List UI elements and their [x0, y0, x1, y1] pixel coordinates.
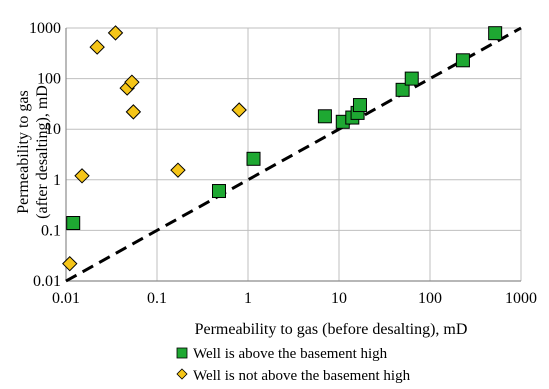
- data-point-not-above-basement: [124, 74, 140, 90]
- legend-marker-above-basement: [176, 347, 188, 359]
- data-point-above-basement: [404, 71, 419, 86]
- x-tick-label: 10: [331, 290, 347, 307]
- legend-label-above-basement: Well is above the basement high: [193, 346, 388, 362]
- data-point-above-basement: [211, 184, 226, 199]
- legend-label-not-above-basement: Well is not above the basement high: [193, 368, 411, 384]
- reference-line-layer: [65, 26, 522, 283]
- data-point-above-basement: [317, 109, 332, 124]
- y-tick-label: 1: [53, 172, 61, 189]
- data-point-not-above-basement: [74, 168, 90, 184]
- data-point-not-above-basement: [89, 39, 105, 55]
- axis-titles-layer: Permeability to gas (before desalting), …: [15, 85, 467, 338]
- x-tick-label: 0.01: [52, 290, 80, 307]
- legend-marker-not-above-basement: [176, 368, 188, 380]
- y-tick-label: 10: [45, 121, 61, 138]
- y-tick-label: 100: [37, 71, 61, 88]
- data-point-above-basement: [352, 98, 367, 113]
- data-point-above-basement: [488, 26, 503, 41]
- data-point-not-above-basement: [107, 25, 124, 41]
- data-points-layer: [62, 25, 503, 272]
- y-tick-label: 1000: [29, 20, 61, 37]
- data-point-not-above-basement: [125, 104, 142, 120]
- y-tick-label: 0.1: [41, 222, 61, 239]
- y-axis-title-line-1: Permeability to gas: [15, 90, 32, 214]
- y-axis-title-line-2: (after desalting), mD: [34, 85, 51, 219]
- legend: Well is above the basement high Well is …: [176, 346, 411, 384]
- one-to-one-reference-line: [65, 26, 522, 283]
- data-point-above-basement: [455, 53, 470, 68]
- x-tick-label: 1000: [505, 290, 537, 307]
- tick-labels-layer: 0.01 0.1 1 10 100 1000 0.01 0.1 1 10 100 1000: [29, 20, 537, 307]
- x-tick-label: 100: [418, 290, 442, 307]
- x-tick-label: 1: [244, 290, 252, 307]
- data-point-above-basement: [246, 151, 261, 166]
- x-axis-title: Permeability to gas (before desalting), …: [195, 321, 468, 338]
- x-tick-label: 0.1: [147, 290, 167, 307]
- data-point-not-above-basement: [170, 162, 186, 178]
- data-point-above-basement: [66, 216, 81, 231]
- plot-frame: [65, 28, 521, 282]
- data-point-not-above-basement: [62, 255, 78, 272]
- data-point-above-basement: [395, 82, 410, 97]
- data-point-not-above-basement: [231, 102, 247, 118]
- y-tick-label: 0.01: [33, 273, 61, 290]
